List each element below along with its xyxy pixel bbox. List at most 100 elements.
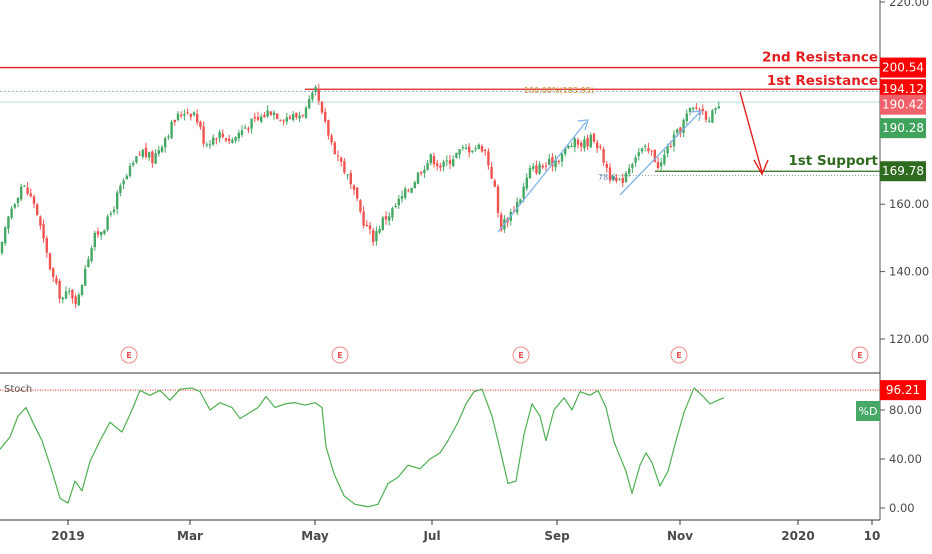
earnings-marker-label: E [857,351,862,360]
candle-body [106,216,109,230]
price-tick-label: 120.00 [889,332,929,346]
candle-body [679,127,682,134]
candle-body [439,165,442,168]
candle-body [64,291,68,299]
candle-body [391,208,394,218]
candle-body [90,247,93,261]
candle-body [448,160,452,164]
candle-body [45,238,48,253]
candle-body [167,136,170,138]
fib-label: 100.00%(193.95) [524,86,594,95]
candle-body [272,112,276,115]
candle-body [244,127,247,129]
earnings-marker[interactable] [670,346,688,364]
price-tick-label: 220.00 [889,0,929,9]
candle-body [480,146,484,152]
candle-body [688,107,692,112]
candle-body [295,112,298,118]
candle-body [228,138,231,142]
candle-body [640,148,644,152]
candle-body [388,216,391,221]
candle-body [327,120,330,136]
level-badge-label: 200.54 [882,61,924,75]
earnings-marker[interactable] [120,346,138,364]
candle-body [580,142,583,147]
candle-body [112,209,116,213]
candle-body [372,230,375,243]
candle-body [416,172,420,184]
candle-body [695,107,698,109]
candle-body [538,164,541,174]
candle-body [701,109,704,111]
candle-body [212,137,215,145]
candle-body [84,268,87,286]
candle-body [557,160,560,162]
candle-body [196,114,199,123]
candle-body [170,121,173,139]
candle-body [301,114,304,116]
candle-body [288,116,292,119]
candle-body [592,133,596,142]
candle-body [144,147,148,157]
arrow-head [577,119,589,131]
candle-body [215,139,218,141]
candle-body [240,130,244,135]
price-tick-label: 140.00 [889,265,929,279]
candle-body [455,152,458,158]
price-tick-label: 160.00 [889,197,929,211]
stoch-value-badge [880,380,926,401]
candle-body [362,211,365,226]
candle-body [653,149,656,162]
candle-body [346,174,349,176]
time-tick-label: Sep [544,529,570,543]
candle-body [487,151,490,166]
candle-body [173,119,176,123]
trend-arrow [497,121,587,233]
candle-body [468,146,471,153]
candle-body [157,150,160,154]
candle-body [218,132,221,139]
candle-body [138,154,141,156]
candle-body [436,163,439,167]
candle-body [708,120,711,122]
candle-body [375,231,378,242]
candle-body [77,294,80,306]
earnings-marker[interactable] [512,346,530,364]
candle-body [410,187,413,193]
candle-body [202,126,205,144]
candle-body [164,138,167,148]
candle-body [666,146,669,154]
stoch-value-badge-label: 96.21 [886,383,920,397]
earnings-marker-label: E [518,351,523,360]
candle-body [589,135,592,148]
candle-body [205,144,208,146]
down-arrow [739,91,763,173]
candle-body [285,117,288,122]
candle-body [100,231,103,236]
candle-body [544,165,548,167]
earnings-marker[interactable] [851,346,869,364]
candle-body [493,180,496,187]
candle-body [602,149,605,163]
level-badge-label: 169.78 [882,164,924,178]
candle-body [29,193,32,197]
candle-body [519,199,522,204]
level-badge [880,79,926,100]
candle-body [4,227,7,244]
candle-body [61,297,64,300]
candle-body [413,182,416,189]
candle-body [298,115,301,119]
fib-label: 78.6 [598,173,616,182]
candle-body [87,259,90,268]
candle-body [48,253,52,269]
candle-body [378,229,381,233]
candle-body [445,160,448,162]
earnings-marker[interactable] [331,346,349,364]
candle-body [269,111,272,115]
candle-body [400,195,404,199]
candle-body [311,92,314,100]
level-label: 2nd Resistance [762,50,878,66]
candle-body [647,147,650,151]
candle-body [605,164,608,168]
candle-body [314,87,317,92]
